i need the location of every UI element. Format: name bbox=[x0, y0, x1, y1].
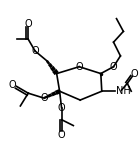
Text: O: O bbox=[58, 103, 65, 113]
Text: O: O bbox=[130, 69, 138, 79]
Text: O: O bbox=[24, 19, 32, 28]
Text: O: O bbox=[58, 130, 65, 140]
Text: NH: NH bbox=[116, 86, 131, 96]
Text: O: O bbox=[40, 93, 48, 103]
Text: O: O bbox=[110, 62, 117, 72]
Text: O: O bbox=[31, 46, 39, 56]
Text: O: O bbox=[9, 80, 16, 90]
Text: O: O bbox=[75, 62, 83, 72]
